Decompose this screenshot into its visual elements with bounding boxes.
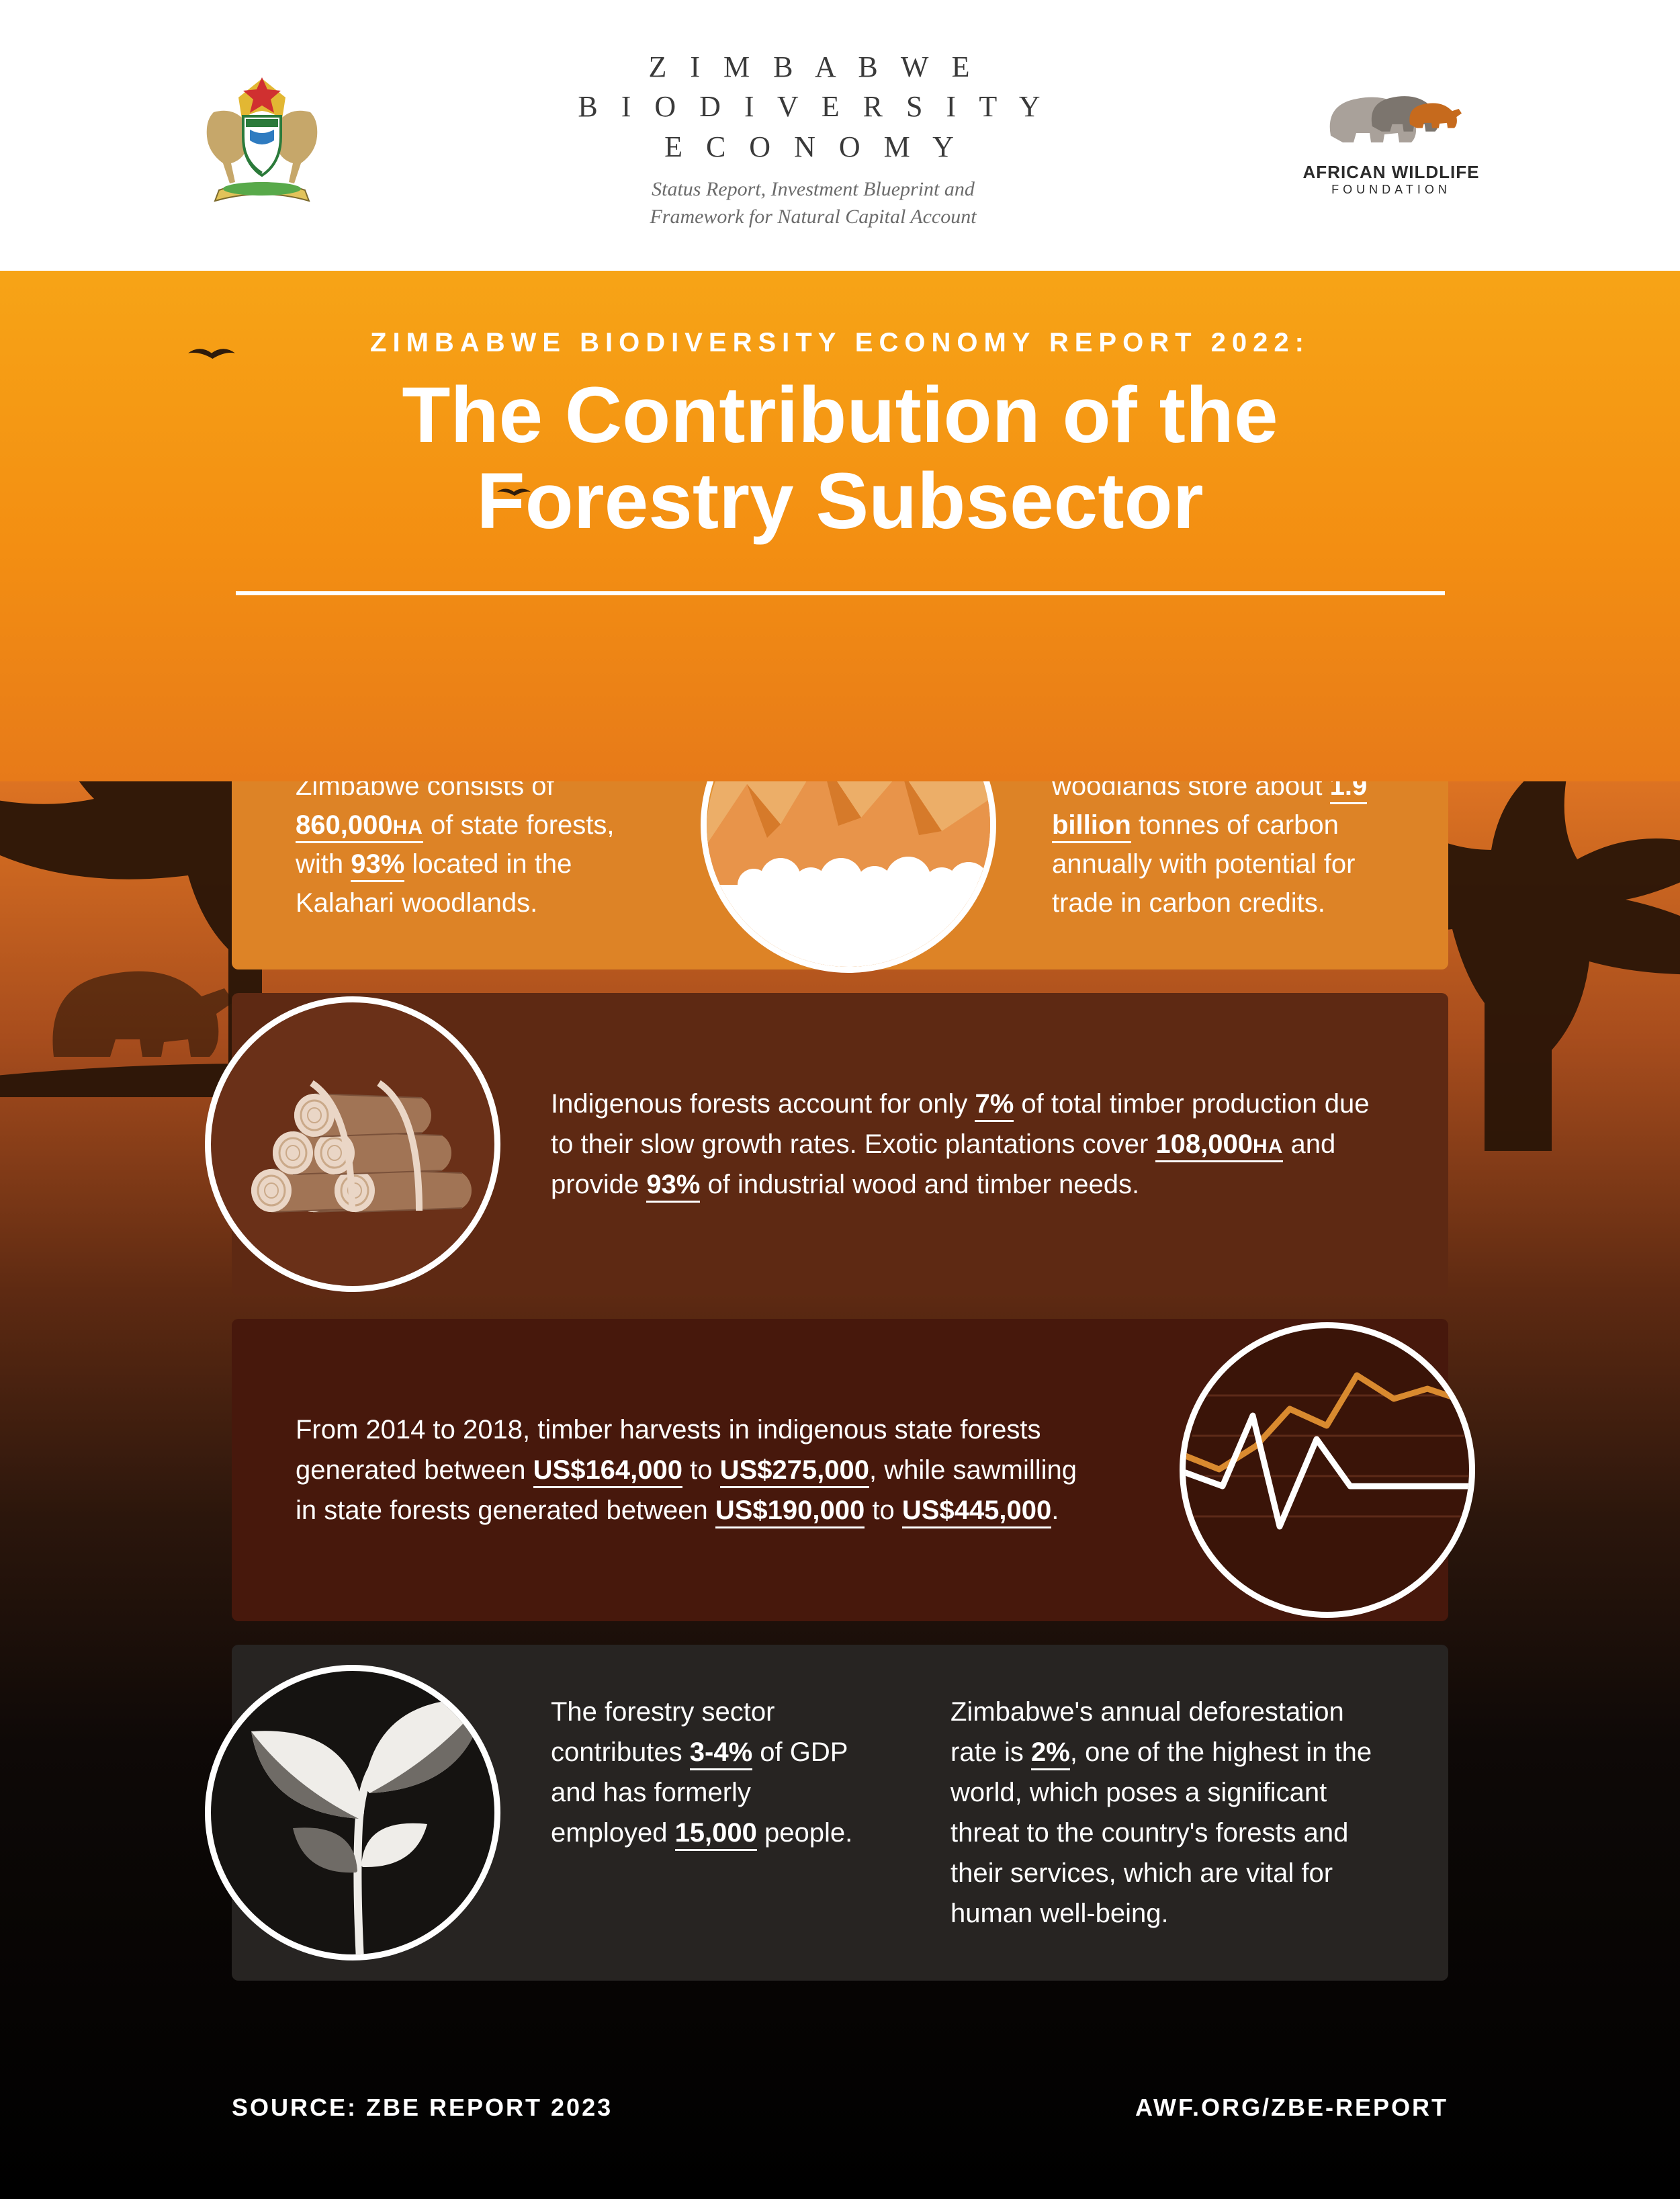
landscape-circle-icon xyxy=(701,781,996,973)
timber-circle-icon xyxy=(205,996,500,1292)
line-chart-circle-icon xyxy=(1180,1322,1475,1618)
header-title-block: Z I M B A B W E B I O D I V E R S I T Y … xyxy=(336,47,1290,230)
panel4-right-text: Zimbabwe's annual deforestation rate is … xyxy=(950,1692,1394,1934)
t: of industrial wood and timber needs. xyxy=(700,1170,1139,1199)
stat-unit: HA xyxy=(393,816,423,838)
stat-panel-4: The forestry sector contributes 3-4% of … xyxy=(232,1645,1448,1981)
elephants-icon xyxy=(1290,81,1492,155)
stat-value: 108,000 xyxy=(1155,1129,1253,1159)
panel4-columns: The forestry sector contributes 3-4% of … xyxy=(551,1692,1394,1934)
hero-divider xyxy=(236,591,1445,595)
header-title-line1: Z I M B A B W E xyxy=(648,50,977,83)
stat-value: 93% xyxy=(351,849,404,882)
chart-series-white xyxy=(1186,1416,1468,1526)
header-subtitle: Status Report, Investment Blueprint and … xyxy=(336,176,1290,230)
t: Indigenous forests account for only xyxy=(551,1089,975,1119)
stat-value: US$275,000 xyxy=(720,1455,869,1488)
t: Zimbabwe's forests and woodlands store a… xyxy=(1052,781,1335,801)
footer-source: SOURCE: ZBE REPORT 2023 xyxy=(232,2094,613,2122)
hero-title-line2: Forestry Subsector xyxy=(477,457,1204,546)
header-bar: Z I M B A B W E B I O D I V E R S I T Y … xyxy=(0,0,1680,271)
stat-unit: HA xyxy=(1253,1135,1283,1158)
stat-value: 860,000 xyxy=(296,810,393,840)
header-title-line2: B I O D I V E R S I T Y xyxy=(578,90,1048,123)
panel4-left-text: The forestry sector contributes 3-4% of … xyxy=(551,1692,873,1934)
bird-icon xyxy=(497,486,531,499)
panel3-text: From 2014 to 2018, timber harvests in in… xyxy=(296,1410,1102,1530)
hero-title-line1: The Contribution of the xyxy=(402,371,1278,460)
bird-icon xyxy=(188,345,235,363)
stat-value: 15,000 xyxy=(675,1818,757,1851)
footer-bar: SOURCE: ZBE REPORT 2023 AWF.ORG/ZBE-REPO… xyxy=(232,2094,1448,2122)
stat-value: 93% xyxy=(646,1170,700,1203)
stat-panel-2: Indigenous forests account for only 7% o… xyxy=(232,993,1448,1295)
page-root: Z I M B A B W E B I O D I V E R S I T Y … xyxy=(0,0,1680,2199)
elephant-silhouette-icon xyxy=(40,936,255,1084)
content-area: The forestry subsector in Zimbabwe consi… xyxy=(0,781,1680,2199)
zimbabwe-coat-of-arms-icon xyxy=(188,72,336,206)
hero-banner: ZIMBABWE BIODIVERSITY ECONOMY REPORT 202… xyxy=(0,271,1680,781)
hero-title: The Contribution of the Forestry Subsect… xyxy=(0,373,1680,544)
stat-panel-1: The forestry subsector in Zimbabwe consi… xyxy=(232,781,1448,969)
stat-value: 7% xyxy=(975,1089,1014,1122)
footer-link: AWF.ORG/ZBE-REPORT xyxy=(1135,2094,1448,2122)
t: to xyxy=(682,1455,720,1485)
stat-value: US$164,000 xyxy=(533,1455,682,1488)
hero-supertitle: ZIMBABWE BIODIVERSITY ECONOMY REPORT 202… xyxy=(0,271,1680,358)
header-title-line3: E C O N O M Y xyxy=(664,130,962,163)
t: The forestry subsector in Zimbabwe consi… xyxy=(296,781,591,801)
header-title: Z I M B A B W E B I O D I V E R S I T Y … xyxy=(336,47,1290,167)
awf-logo: AFRICAN WILDLIFE FOUNDATION xyxy=(1290,81,1492,197)
sprout-circle-icon xyxy=(205,1665,500,1960)
header-subtitle-line2: Framework for Natural Capital Account xyxy=(650,206,976,228)
panel1-left-text: The forestry subsector in Zimbabwe consi… xyxy=(296,781,645,922)
stat-value: US$190,000 xyxy=(715,1496,865,1528)
stat-value: 3-4% xyxy=(690,1737,752,1770)
t: people. xyxy=(757,1818,852,1848)
awf-subname: FOUNDATION xyxy=(1290,183,1492,197)
t: . xyxy=(1051,1496,1059,1525)
stat-panel-3: From 2014 to 2018, timber harvests in in… xyxy=(232,1319,1448,1621)
awf-name: AFRICAN WILDLIFE xyxy=(1290,162,1492,183)
panel1-right-text: Zimbabwe's forests and woodlands store a… xyxy=(1052,781,1401,922)
header-subtitle-line1: Status Report, Investment Blueprint and xyxy=(652,178,975,200)
stat-value: 2% xyxy=(1031,1737,1070,1770)
panel2-text: Indigenous forests account for only 7% o… xyxy=(551,1084,1395,1205)
t: to xyxy=(865,1496,902,1525)
stat-value: US$445,000 xyxy=(902,1496,1051,1528)
